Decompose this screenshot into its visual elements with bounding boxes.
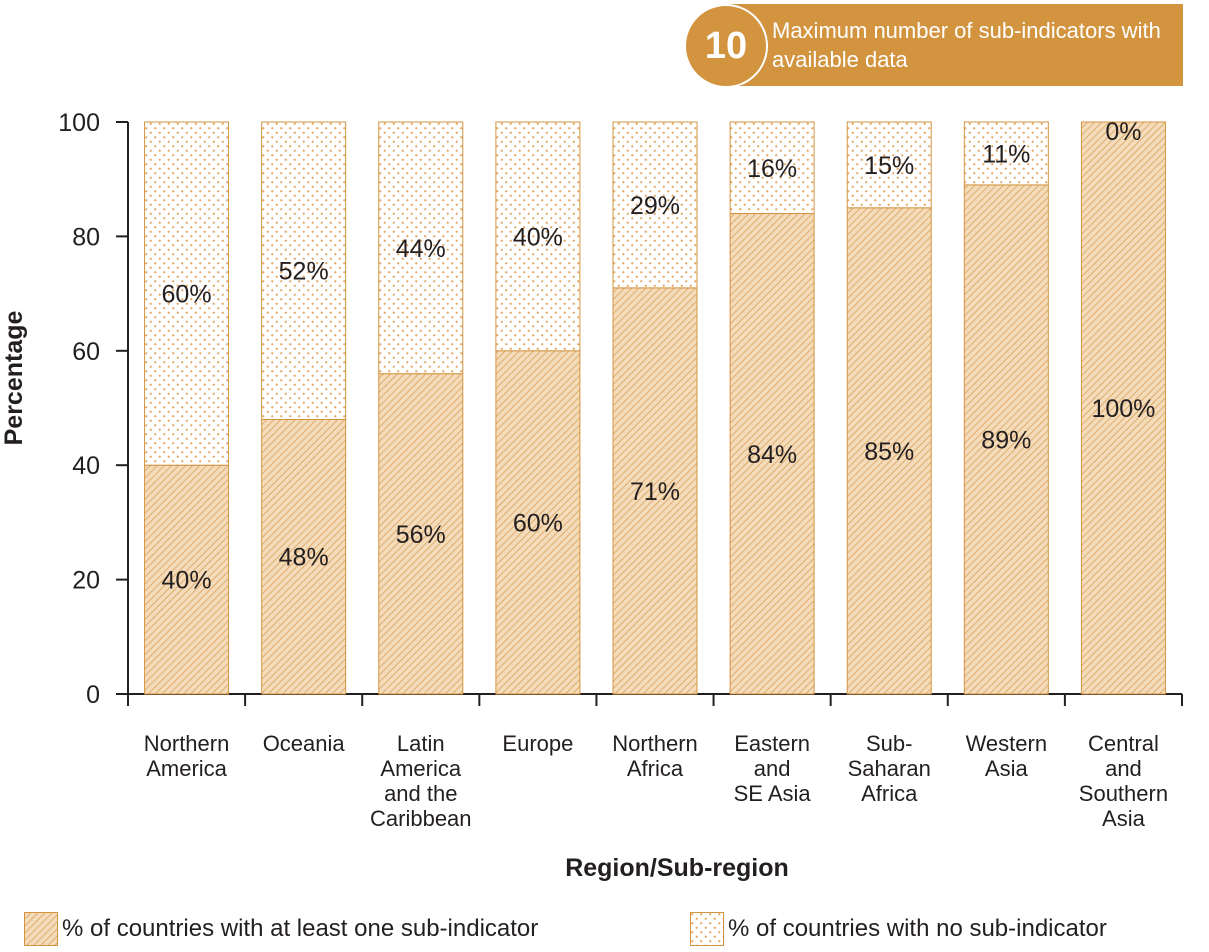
data-label-at-least-one: 89% xyxy=(981,426,1031,454)
y-tick-label: 80 xyxy=(72,223,100,251)
badge-bar xyxy=(726,4,1183,86)
category-label-line: Eastern xyxy=(734,731,810,756)
data-label-no-sub-indicator: 52% xyxy=(279,258,329,286)
stacked-bar-chart: 02040608010040%60%NorthernAmerica48%52%O… xyxy=(0,109,1183,882)
category-label-line: Caribbean xyxy=(370,806,472,831)
bar-no-sub-indicator xyxy=(612,121,698,289)
data-label-no-sub-indicator: 0% xyxy=(1105,118,1141,146)
plot-area: 02040608010040%60%NorthernAmerica48%52%O… xyxy=(58,109,1183,831)
category-label-line: SE Asia xyxy=(734,781,812,806)
data-label-no-sub-indicator: 44% xyxy=(396,235,446,263)
badge-number: 10 xyxy=(684,4,768,88)
bar-no-sub-indicator xyxy=(378,121,464,375)
data-label-at-least-one: 85% xyxy=(864,438,914,466)
data-label-no-sub-indicator: 29% xyxy=(630,192,680,220)
bar-no-sub-indicator xyxy=(144,121,230,466)
category-label-line: Oceania xyxy=(263,731,346,756)
y-tick-label: 60 xyxy=(72,338,100,366)
category-label-line: Europe xyxy=(502,731,573,756)
legend-swatch-hatch xyxy=(24,912,58,946)
category-label-line: America xyxy=(380,756,461,781)
y-tick-label: 100 xyxy=(58,109,100,137)
category-label-line: and the xyxy=(384,781,457,806)
category-label-line: America xyxy=(146,756,227,781)
data-label-at-least-one: 40% xyxy=(162,567,212,595)
max-subindicators-badge: 10 Maximum number of sub-indicators with… xyxy=(684,4,1183,88)
y-axis-label: Percentage xyxy=(0,311,28,446)
data-label-at-least-one: 56% xyxy=(396,521,446,549)
bar-no-sub-indicator xyxy=(495,121,581,352)
legend-swatch-dots xyxy=(690,912,724,946)
bar-no-sub-indicator xyxy=(729,121,815,215)
bar-at-least-one xyxy=(846,207,932,695)
y-tick-label: 40 xyxy=(72,452,100,480)
legend-label-at-least-one: % of countries with at least one sub-ind… xyxy=(62,915,539,942)
data-label-no-sub-indicator: 40% xyxy=(513,223,563,251)
category-label-line: Asia xyxy=(1102,806,1146,831)
bar-at-least-one xyxy=(963,184,1049,695)
data-label-no-sub-indicator: 60% xyxy=(162,281,212,309)
data-label-no-sub-indicator: 11% xyxy=(982,140,1030,168)
bar-no-sub-indicator xyxy=(261,121,347,420)
category-label-line: Sub- xyxy=(866,731,912,756)
category-label-line: Northern xyxy=(612,731,698,756)
badge-text: Maximum number of sub-indicators with av… xyxy=(772,18,1161,72)
data-label-no-sub-indicator: 16% xyxy=(747,155,797,183)
legend-label-none: % of countries with no sub-indicator xyxy=(728,915,1107,942)
y-tick-label: 0 xyxy=(86,681,100,709)
bar-at-least-one xyxy=(1080,121,1166,695)
bar-no-sub-indicator xyxy=(963,121,1049,186)
category-label-line: Africa xyxy=(861,781,918,806)
category-label-line: and xyxy=(1105,756,1142,781)
legend: % of countries with at least one sub-ind… xyxy=(0,905,1209,952)
data-label-no-sub-indicator: 15% xyxy=(864,152,914,180)
category-label-line: Latin xyxy=(397,731,445,756)
bar-at-least-one xyxy=(144,464,230,695)
x-axis-label: Region/Sub-region xyxy=(565,854,789,882)
category-label-line: Asia xyxy=(985,756,1029,781)
data-label-at-least-one: 100% xyxy=(1091,395,1155,423)
category-label-line: Southern xyxy=(1079,781,1168,806)
data-label-at-least-one: 60% xyxy=(513,509,563,537)
legend-item-none: % of countries with no sub-indicator xyxy=(690,911,1107,947)
bar-at-least-one xyxy=(495,350,581,695)
category-label-line: Western xyxy=(966,731,1048,756)
category-label-line: and xyxy=(754,756,791,781)
data-label-at-least-one: 71% xyxy=(630,478,680,506)
y-tick-label: 20 xyxy=(72,567,100,595)
bar-at-least-one xyxy=(729,213,815,695)
category-label-line: Northern xyxy=(144,731,230,756)
data-label-at-least-one: 48% xyxy=(279,544,329,572)
category-label-line: Central xyxy=(1088,731,1159,756)
data-label-at-least-one: 84% xyxy=(747,441,797,469)
legend-item-at-least-one: % of countries with at least one sub-ind… xyxy=(24,911,538,947)
category-label-line: Africa xyxy=(627,756,684,781)
bar-no-sub-indicator xyxy=(846,121,932,209)
bar-at-least-one xyxy=(612,287,698,695)
bar-at-least-one xyxy=(378,373,464,695)
category-label-line: Saharan xyxy=(848,756,931,781)
